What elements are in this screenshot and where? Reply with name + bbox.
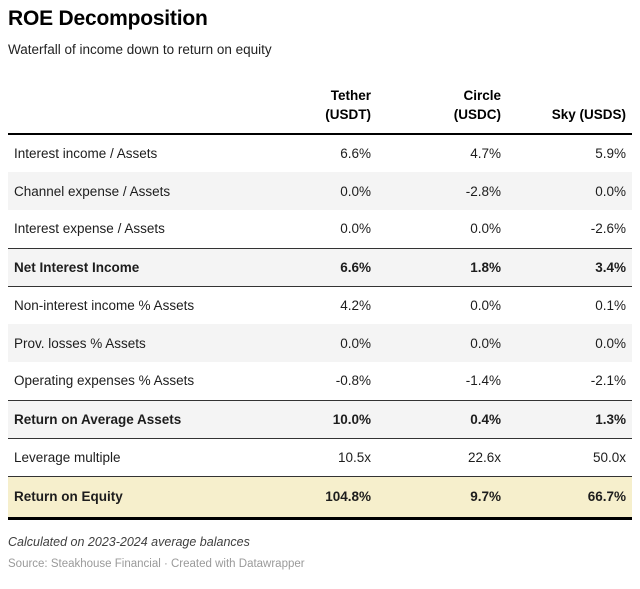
value-cell-circle: -1.4% (465, 373, 501, 389)
row-label: Operating expenses % Assets (14, 373, 195, 389)
table-row-interest-expense: Interest expense / Assets 0.0% 0.0% -2.6… (8, 210, 632, 248)
chart-footnote: Calculated on 2023-2024 average balances (8, 534, 250, 549)
value-cell-sky: -2.1% (590, 373, 626, 389)
value-cell-circle: 0.0% (377, 324, 507, 362)
value-cell-circle: 22.6x (467, 449, 501, 465)
page-title: ROE Decomposition (8, 7, 208, 30)
value-cell-sky: 3.4% (507, 248, 632, 286)
row-label: Return on Equity (8, 476, 247, 518)
value-cell-tether: 4.2% (340, 297, 371, 313)
row-label: Leverage multiple (14, 449, 121, 465)
table-row-net-interest-income: Net Interest Income 6.6% 1.8% 3.4% (8, 248, 632, 286)
value-cell-circle: 0.4% (377, 400, 507, 438)
value-cell-tether: 0.0% (247, 324, 377, 362)
value-cell-circle: -2.8% (377, 172, 507, 210)
source-credit: Source: Steakhouse Financial · Created w… (8, 557, 305, 570)
value-cell-tether: 0.0% (340, 221, 371, 237)
value-cell-sky: 0.0% (507, 324, 632, 362)
table-row-channel-expense: Channel expense / Assets 0.0% -2.8% 0.0% (8, 172, 632, 210)
value-cell-circle: 1.8% (377, 248, 507, 286)
column-header-line: (USDC) (453, 107, 501, 122)
value-cell-sky: 1.3% (507, 400, 632, 438)
column-header-sky: Sky (USDS) (507, 86, 632, 135)
value-cell-tether: 6.6% (247, 248, 377, 286)
value-cell-sky: 5.9% (595, 146, 626, 161)
value-cell-tether: -0.8% (335, 373, 371, 389)
value-cell-tether: 6.6% (340, 146, 371, 161)
value-cell-tether: 104.8% (247, 476, 377, 518)
table-row-return-on-equity: Return on Equity 104.8% 9.7% 66.7% (8, 476, 632, 518)
column-header-empty (8, 86, 247, 135)
value-cell-sky: 0.1% (595, 297, 626, 313)
value-cell-circle: 4.7% (470, 146, 501, 161)
row-label: Non-interest income % Assets (14, 297, 195, 313)
table-row-non-interest-income: Non-interest income % Assets 4.2% 0.0% 0… (8, 286, 632, 324)
column-header-circle: Circle (USDC) (377, 86, 507, 135)
value-cell-circle: 9.7% (377, 476, 507, 518)
table-row-return-on-average-assets: Return on Average Assets 10.0% 0.4% 1.3% (8, 400, 632, 438)
column-header-line: Circle (463, 88, 501, 103)
value-cell-sky: -2.6% (590, 221, 626, 237)
column-header-line: Sky (USDS) (551, 107, 626, 122)
roe-table: Tether (USDT) Circle (USDC) Sky (USDS) I… (8, 86, 632, 520)
value-cell-circle: 0.0% (470, 221, 501, 237)
value-cell-tether: 10.0% (247, 400, 377, 438)
table-header-row: Tether (USDT) Circle (USDC) Sky (USDS) (8, 86, 632, 135)
table-row-leverage-multiple: Leverage multiple 10.5x 22.6x 50.0x (8, 438, 632, 476)
row-label: Prov. losses % Assets (8, 324, 247, 362)
chart-subtitle: Waterfall of income down to return on eq… (8, 42, 272, 57)
value-cell-sky: 0.0% (507, 172, 632, 210)
value-cell-tether: 10.5x (337, 449, 371, 465)
value-cell-circle: 0.0% (470, 297, 501, 313)
row-label: Channel expense / Assets (8, 172, 247, 210)
row-label: Net Interest Income (8, 248, 247, 286)
row-label: Interest expense / Assets (14, 221, 165, 237)
row-label: Interest income / Assets (14, 146, 158, 161)
value-cell-tether: 0.0% (247, 172, 377, 210)
table-row-interest-income: Interest income / Assets 6.6% 4.7% 5.9% (8, 134, 632, 172)
row-label: Return on Average Assets (8, 400, 247, 438)
value-cell-sky: 66.7% (507, 476, 632, 518)
value-cell-sky: 50.0x (592, 449, 626, 465)
column-header-tether: Tether (USDT) (247, 86, 377, 135)
table-row-operating-expenses: Operating expenses % Assets -0.8% -1.4% … (8, 362, 632, 400)
table-row-prov-losses: Prov. losses % Assets 0.0% 0.0% 0.0% (8, 324, 632, 362)
column-header-line: Tether (330, 88, 371, 103)
column-header-line: (USDT) (325, 107, 371, 122)
chart-container: ROE Decomposition Waterfall of income do… (8, 7, 632, 570)
